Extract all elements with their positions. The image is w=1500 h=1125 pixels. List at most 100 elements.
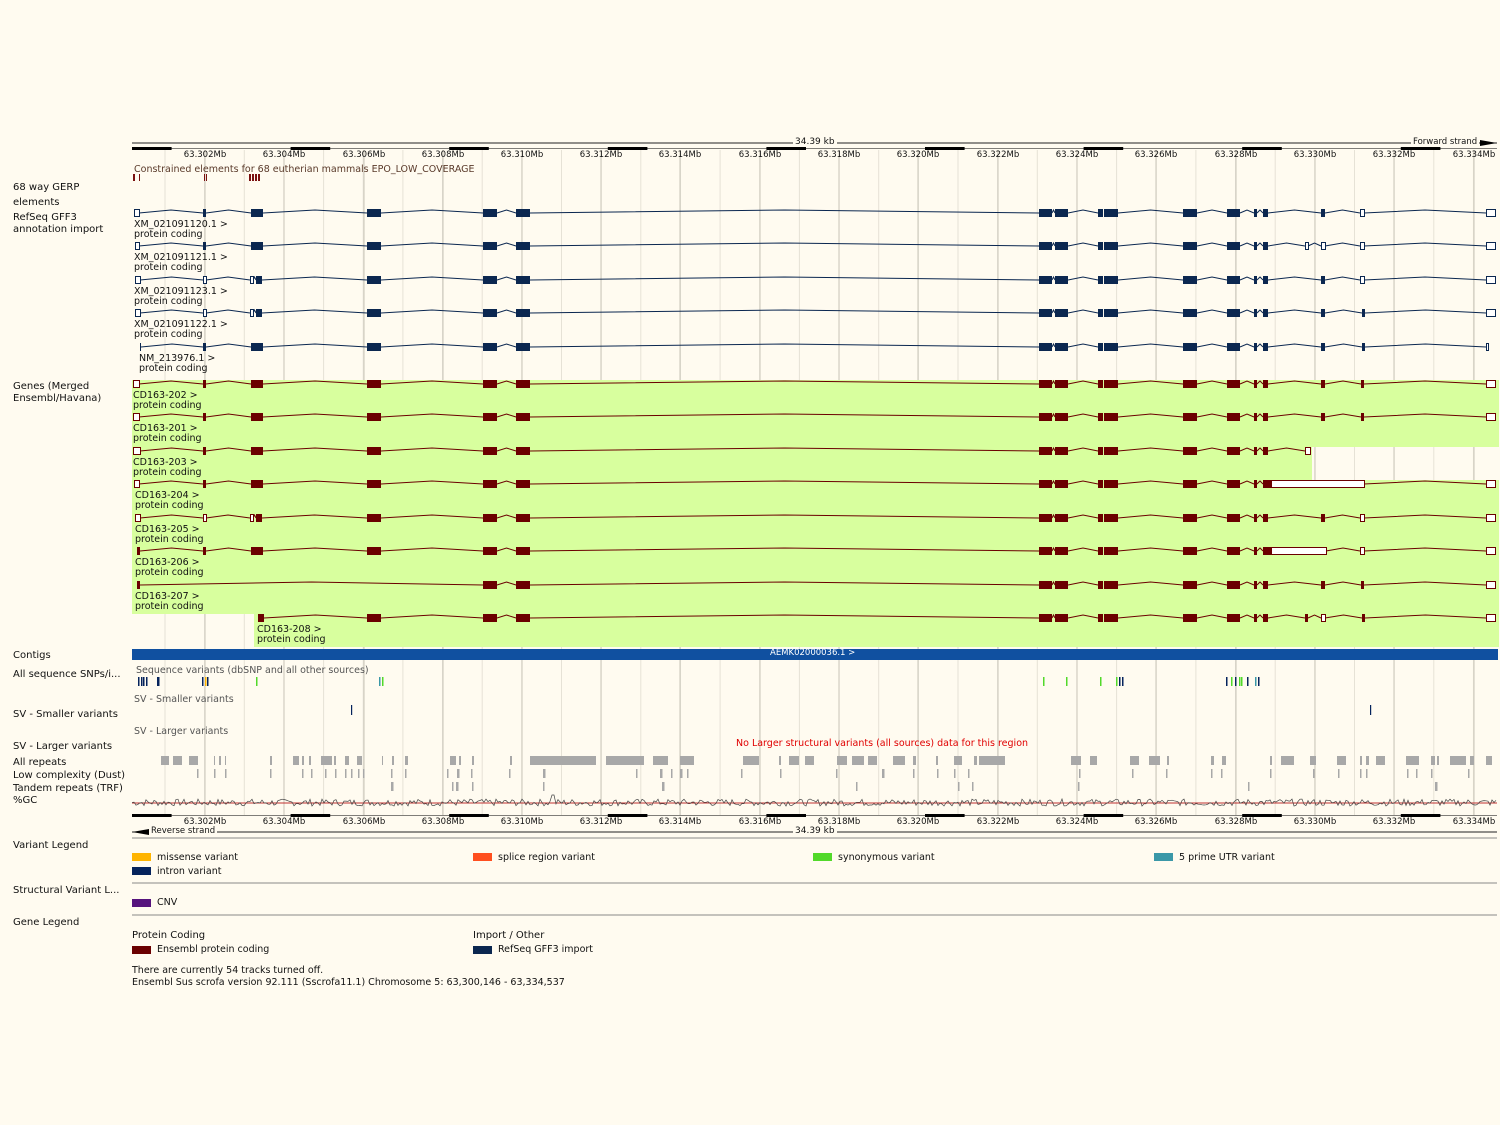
exon-block [1039, 242, 1052, 250]
intron-line [1267, 276, 1322, 281]
exon-block [516, 380, 530, 388]
low-complexity-block [741, 769, 743, 778]
repeat-block [459, 756, 461, 765]
tick-label: 63.316Mb [738, 150, 782, 160]
low-complexity-block [636, 769, 638, 778]
refseq-transcript-name[interactable]: XM_021091120.1 > [134, 219, 228, 230]
intron-line [1267, 447, 1306, 452]
exon-block [1183, 514, 1197, 522]
gerp-element [249, 174, 251, 181]
exon-block [1227, 209, 1240, 217]
track-label-tandem[interactable]: Tandem repeats (TRF) [13, 783, 123, 794]
low-complexity-block [671, 769, 673, 778]
contig-label[interactable]: AEMK02000036.1 > [770, 648, 856, 658]
low-complexity-block [937, 769, 939, 778]
snp-caption: Sequence variants (dbSNP and all other s… [136, 665, 369, 676]
tick-label: 63.328Mb [1214, 150, 1258, 160]
exon-block [516, 242, 530, 250]
refseq-transcript-biotype: protein coding [134, 296, 203, 307]
intron-line [261, 514, 368, 519]
snp-mark [1241, 677, 1243, 686]
track-label-variant-legend[interactable]: Variant Legend [13, 840, 89, 851]
repeat-block [357, 756, 362, 765]
gene-transcript-name[interactable]: CD163-206 > [135, 557, 200, 568]
intron-line [380, 309, 484, 314]
exon-block [1039, 547, 1052, 555]
track-label-sv-legend[interactable]: Structural Variant L... [13, 885, 120, 896]
track-label-genes[interactable]: Genes (Merged Ensembl/Havana) [13, 381, 102, 404]
exon-block [1183, 413, 1197, 421]
intron-line [1324, 242, 1361, 247]
utr-block [203, 514, 207, 522]
exon-block [1227, 309, 1240, 317]
gene-transcript-name[interactable]: CD163-202 > [133, 390, 198, 401]
track-label-repeats[interactable]: All repeats [13, 757, 67, 768]
intron-line [262, 547, 368, 552]
intron-line [261, 309, 368, 314]
track-label-sv-large[interactable]: SV - Larger variants [13, 741, 113, 752]
intron-line [1324, 514, 1361, 519]
exon-block [1321, 380, 1325, 388]
refseq-transcript-name[interactable]: XM_021091121.1 > [134, 252, 228, 263]
intron-line [1117, 581, 1184, 586]
low-complexity-block [954, 769, 956, 778]
gene-transcript-name[interactable]: CD163-208 > [257, 624, 322, 635]
exon-block [1227, 581, 1240, 589]
tick-label: 63.306Mb [342, 150, 386, 160]
intron-line [1117, 413, 1184, 418]
exon-block [140, 343, 141, 351]
track-label-snps[interactable]: All sequence SNPs/i... [13, 669, 121, 680]
exon-block [483, 547, 497, 555]
utr-block [1486, 276, 1496, 284]
track-label-refseq[interactable]: RefSeq GFF3 annotation import [13, 212, 104, 235]
intron-line [496, 209, 517, 214]
low-complexity-block [405, 769, 407, 778]
gene-transcript-name[interactable]: CD163-201 > [133, 423, 198, 434]
exon-block [1227, 413, 1240, 421]
intron-line [1196, 480, 1228, 485]
track-label-contigs[interactable]: Contigs [13, 650, 51, 661]
repeat-block [1167, 756, 1169, 765]
track-label-gc[interactable]: %GC [13, 795, 38, 806]
refseq-transcript-model [135, 241, 1496, 250]
refseq-transcript-name[interactable]: XM_021091123.1 > [134, 286, 228, 297]
refseq-transcript-name[interactable]: XM_021091122.1 > [134, 319, 228, 330]
contig-bar [132, 649, 1498, 660]
intron-line [139, 514, 204, 519]
intron-line [1256, 276, 1264, 281]
repeat-block [219, 756, 221, 765]
low-complexity-block [1079, 769, 1081, 778]
tick-label: 63.328Mb [1214, 817, 1258, 827]
repeat-block [1450, 756, 1466, 765]
gene-transcript-name[interactable]: CD163-207 > [135, 591, 200, 602]
track-label-gene-legend[interactable]: Gene Legend [13, 917, 80, 928]
exon-block [1039, 514, 1052, 522]
exon-block [516, 514, 530, 522]
intron-line [1256, 343, 1264, 348]
snp-mark [157, 677, 159, 686]
intron-line [1117, 242, 1184, 247]
gene-transcript-name[interactable]: CD163-204 > [135, 490, 200, 501]
exon-block [483, 276, 497, 284]
intron-line [1117, 343, 1184, 348]
repeat-block [653, 756, 668, 765]
track-label-gerp[interactable]: 68 way GERP elements [13, 182, 80, 208]
refseq-transcript-name[interactable]: NM_213976.1 > [139, 353, 216, 364]
exon-block [1098, 413, 1103, 421]
repeat-block [1281, 756, 1294, 765]
exon-block [1055, 514, 1068, 522]
low-complexity-block [1431, 769, 1433, 778]
low-complexity-block [311, 769, 313, 778]
exon-block [1362, 309, 1365, 317]
track-label-low-complexity[interactable]: Low complexity (Dust) [13, 770, 126, 781]
tick-label: 63.314Mb [658, 817, 702, 827]
tandem-block [543, 782, 545, 791]
intron-line [1256, 242, 1264, 247]
gene-transcript-name[interactable]: CD163-205 > [135, 524, 200, 535]
gene-transcript-name[interactable]: CD163-203 > [133, 457, 198, 468]
track-label-sv-small[interactable]: SV - Smaller variants [13, 709, 118, 720]
exon-block [1227, 276, 1240, 284]
legend-label-splice-region: splice region variant [498, 852, 595, 863]
intron-line [529, 413, 1040, 418]
exon-block [367, 242, 381, 250]
